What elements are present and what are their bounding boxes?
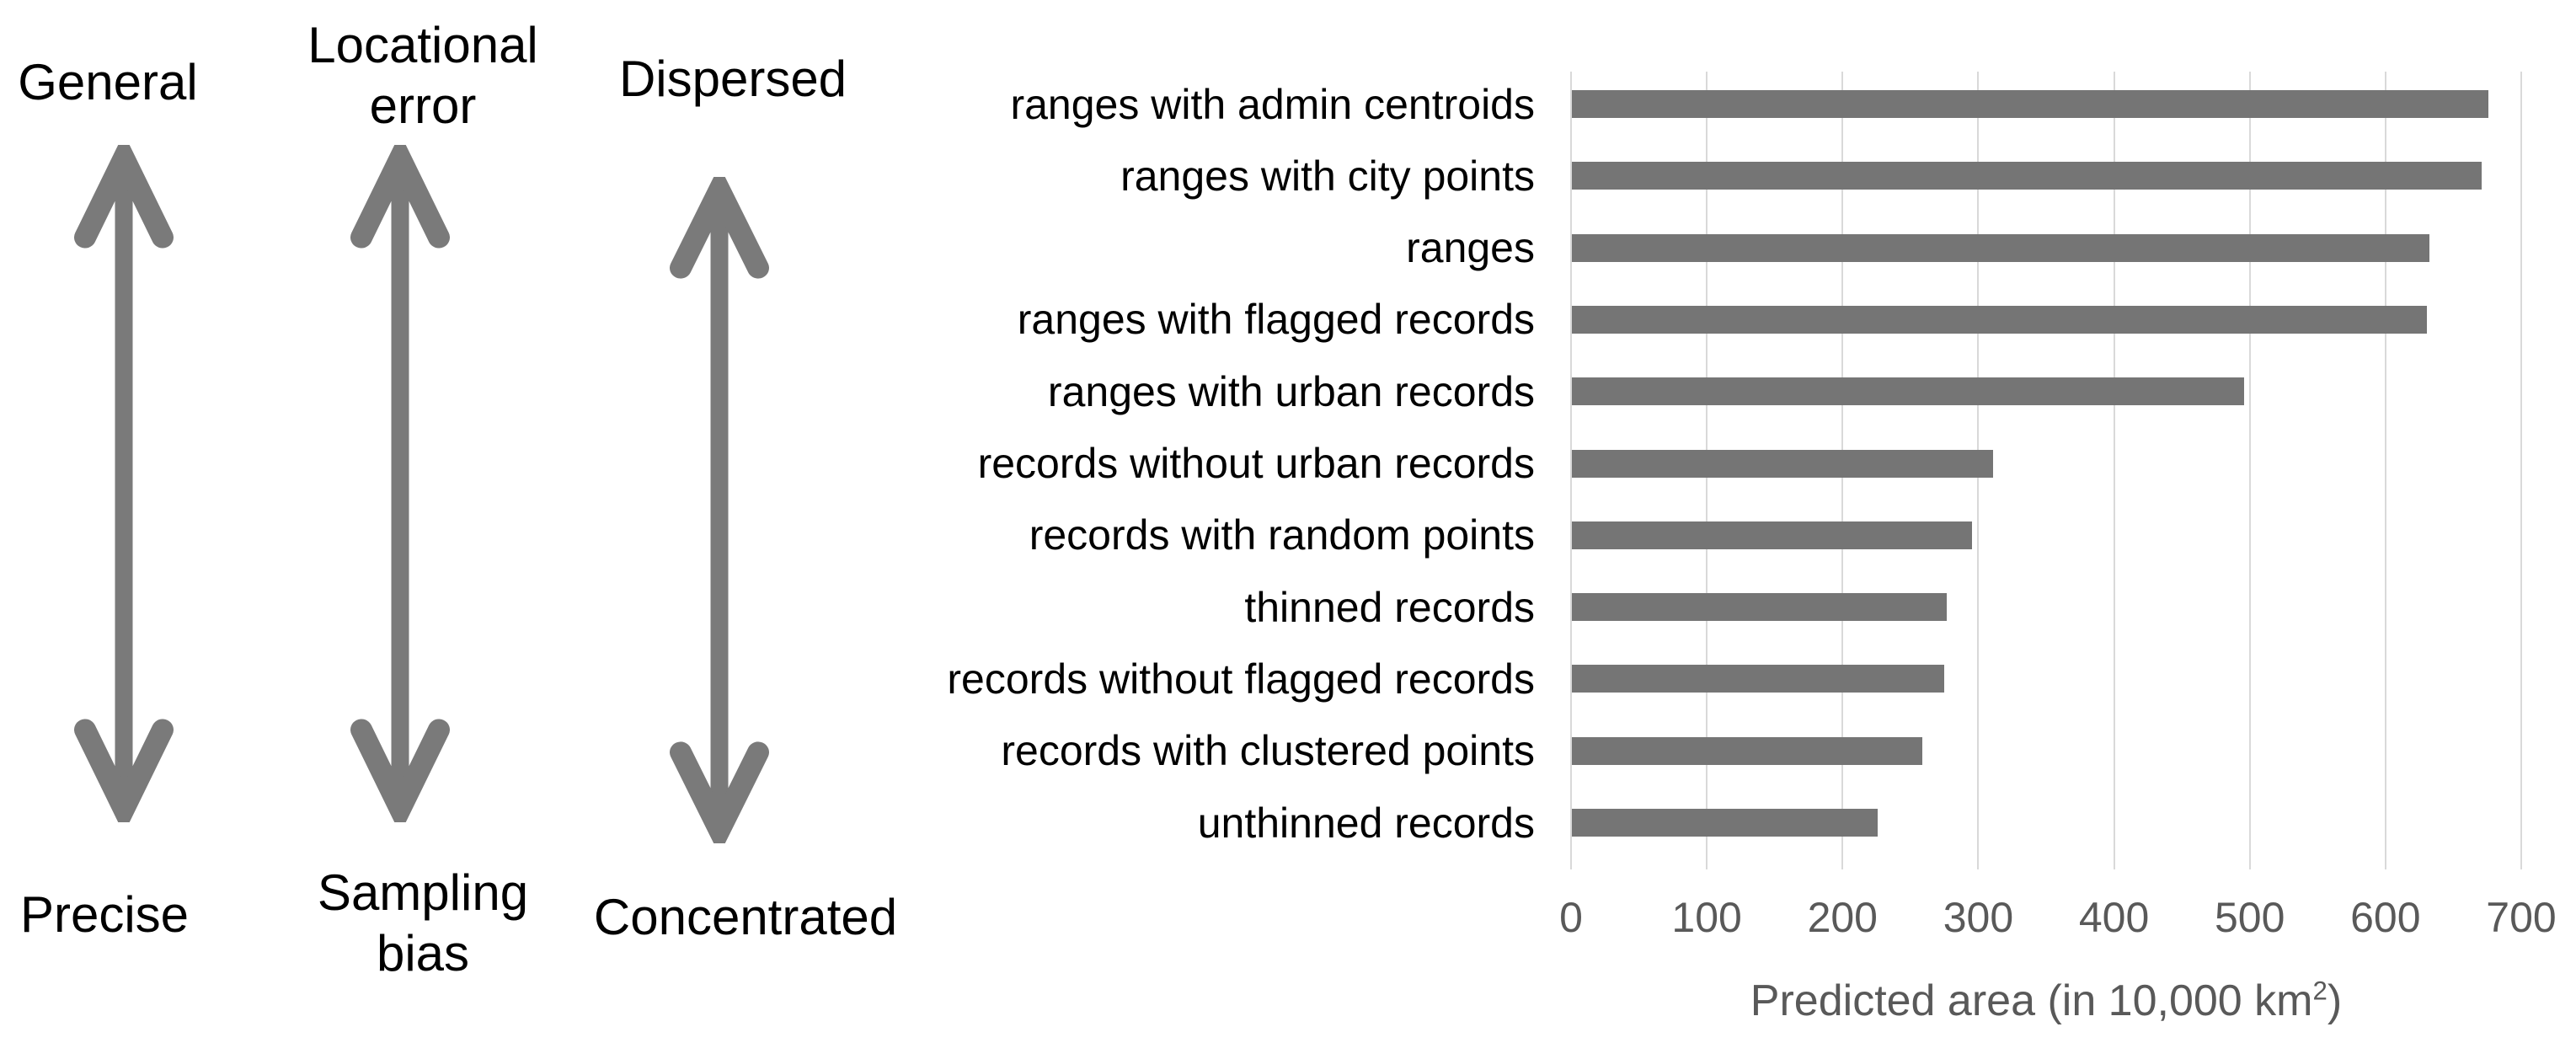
x-tick-label: 300: [1943, 894, 2014, 941]
gridline: [2113, 72, 2115, 851]
bar: [1572, 449, 1993, 478]
bar: [1572, 162, 2482, 190]
gridline: [2520, 72, 2522, 851]
gridline: [2384, 72, 2386, 851]
double-arrow-icon: [74, 145, 174, 822]
bar: [1572, 665, 1944, 693]
category-label: ranges with city points: [1120, 152, 1535, 200]
x-tick-label: 500: [2214, 894, 2285, 941]
x-tick-label: 0: [1559, 894, 1583, 941]
x-axis-title-text: Predicted area (in 10,000 km: [1750, 976, 2313, 1025]
bar: [1572, 593, 1947, 622]
axis-top-label-locational-error: Locational error: [307, 17, 538, 134]
axis-top-label-dispersed: Dispersed: [618, 51, 847, 107]
x-axis-tick: [1977, 851, 1980, 869]
bar: [1572, 377, 2244, 406]
category-label: records without flagged records: [947, 655, 1535, 703]
category-label: records without urban records: [977, 440, 1535, 487]
bar: [1572, 305, 2428, 334]
x-axis-tick: [2113, 851, 2115, 869]
gridline: [2248, 72, 2251, 851]
category-label: records with clustered points: [1001, 727, 1535, 775]
x-tick-label: 200: [1807, 894, 1878, 941]
bar: [1572, 90, 2488, 118]
bar: [1572, 233, 2430, 262]
axis-top-label-general: General: [18, 54, 198, 110]
x-tick-label: 400: [2078, 894, 2150, 941]
bar: [1572, 521, 1973, 549]
x-axis-title-suffix: ): [2327, 976, 2343, 1025]
bar: [1572, 809, 1878, 837]
x-axis-tick: [2384, 851, 2386, 869]
bar: [1572, 736, 1922, 765]
axis-bottom-label-concentrated: Concentrated: [593, 889, 898, 945]
category-label: ranges with admin centroids: [1010, 80, 1535, 128]
category-label: ranges with urban records: [1047, 367, 1535, 415]
x-axis-tick: [1706, 851, 1708, 869]
gridline: [1570, 72, 1572, 851]
x-axis-title-superscript: 2: [2312, 976, 2327, 1006]
double-arrow-icon: [350, 145, 450, 822]
double-arrow-icon: [670, 177, 769, 843]
x-axis-tick: [2248, 851, 2251, 869]
axis-bottom-label-sampling-bias: Sampling bias: [317, 864, 529, 981]
category-label: records with random points: [1029, 511, 1535, 559]
x-tick-label: 700: [2486, 894, 2557, 941]
x-tick-label: 600: [2350, 894, 2421, 941]
axis-bottom-label-precise: Precise: [19, 886, 190, 943]
category-label: unthinned records: [1197, 799, 1535, 847]
x-axis-title: Predicted area (in 10,000 km2): [1571, 976, 2521, 1026]
x-axis-tick: [1841, 851, 1844, 869]
category-label: thinned records: [1244, 583, 1535, 631]
category-label: ranges: [1406, 224, 1535, 272]
x-tick-label: 100: [1671, 894, 1742, 941]
x-axis-tick: [2520, 851, 2522, 869]
category-label: ranges with flagged records: [1017, 296, 1535, 344]
x-axis-tick: [1570, 851, 1572, 869]
